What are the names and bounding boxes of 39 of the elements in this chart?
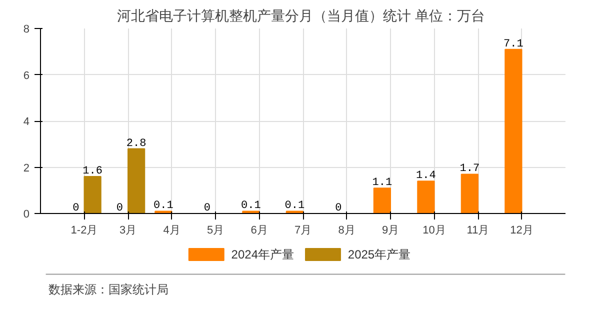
legend-label: 2024年产量 [231, 248, 294, 262]
x-tick-label: 7月 [294, 224, 312, 236]
bar [504, 48, 522, 214]
x-tick-label: 8月 [338, 224, 356, 236]
data-label: 0 [204, 202, 210, 214]
x-tick-label: 10月 [422, 224, 446, 236]
y-tick-label: 6 [23, 70, 30, 82]
x-tick-label: 1-2月 [70, 224, 98, 236]
y-tick-label: 2 [23, 162, 30, 174]
data-label: 7.1 [504, 38, 524, 50]
bar [128, 148, 146, 214]
data-label: 1.6 [82, 166, 102, 178]
bar [460, 174, 478, 214]
bar [417, 180, 435, 214]
chart-title: 河北省电子计算机整机产量分月（当月值）统计 单位：万台 [117, 8, 485, 24]
y-tick-label: 0 [23, 208, 30, 220]
x-tick-label: 4月 [163, 224, 180, 236]
data-label: 0 [335, 202, 342, 214]
data-label: 0.1 [154, 200, 174, 212]
data-label: 0.1 [241, 200, 262, 212]
x-tick-label: 12月 [510, 224, 534, 236]
data-label: 0 [116, 202, 123, 214]
data-label: 2.8 [126, 138, 146, 150]
source-note: 数据来源：国家统计局 [48, 282, 168, 296]
bar [373, 188, 391, 214]
data-label: 0.1 [284, 200, 305, 212]
y-tick-label: 4 [23, 116, 30, 128]
bar [84, 176, 102, 214]
x-tick-label: 5月 [206, 224, 224, 236]
x-tick-label: 3月 [119, 224, 137, 236]
data-label: 0 [72, 202, 80, 214]
legend-label: 2025年产量 [348, 248, 411, 262]
x-tick-label: 9月 [382, 224, 400, 236]
data-label: 1.7 [460, 163, 480, 176]
x-tick-label: 6月 [250, 224, 268, 236]
data-label: 1.4 [416, 170, 436, 182]
x-tick-label: 11月 [466, 224, 490, 236]
y-tick-label: 8 [23, 24, 30, 36]
data-label: 1.1 [372, 177, 392, 190]
